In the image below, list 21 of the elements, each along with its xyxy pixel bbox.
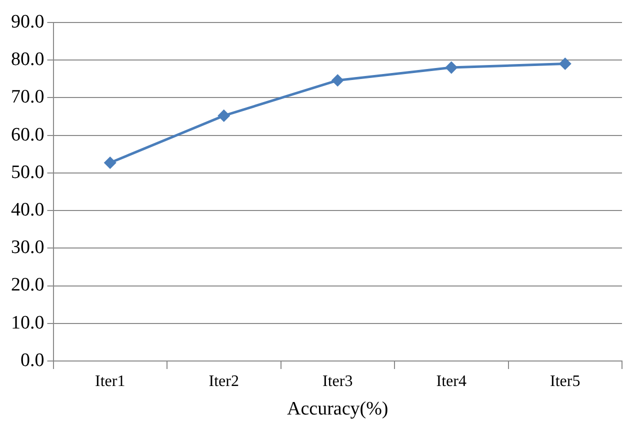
y-tick-label: 60.0 [11,124,44,146]
y-tick-label: 20.0 [11,274,44,296]
y-tick-label: 40.0 [11,199,44,220]
y-tick-label: 50.0 [11,162,44,183]
point [446,62,458,74]
x-tick-label: Iter3 [322,372,353,390]
x-axis-title: Accuracy(%) [286,398,388,420]
y-tick-label: 80.0 [11,49,44,70]
point [218,110,230,122]
y-tick-label: 70.0 [11,86,44,108]
point [559,58,571,70]
y-tick-label: 10.0 [11,312,44,334]
point [332,74,344,86]
y-tick-label: 90.0 [11,11,44,32]
y-tick-label: 0.0 [20,350,44,371]
x-tick-label: Iter1 [95,372,126,390]
y-tick-label: 30.0 [11,237,44,258]
x-tick-label: Iter4 [436,372,466,390]
x-tick-label: Iter5 [550,372,580,390]
point [104,156,116,168]
x-tick-label: Iter2 [208,372,239,390]
